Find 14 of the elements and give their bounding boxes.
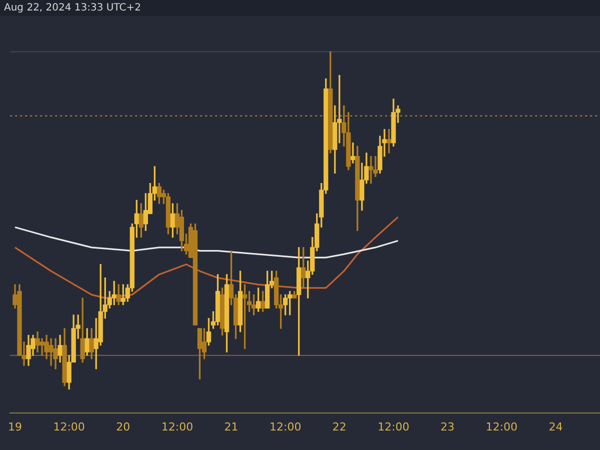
candlestick [386, 129, 392, 154]
x-tick-label: 12:00 [161, 420, 194, 434]
candlestick [350, 142, 356, 164]
x-tick-label: 19 [8, 420, 22, 434]
x-tick-label: 24 [548, 420, 563, 434]
x-tick-label: 20 [116, 420, 130, 434]
x-tick-label: 22 [332, 420, 346, 434]
text: Aug 22, 2024 13:33 UTC+2 [4, 2, 141, 14]
x-tick-label: 12:00 [269, 420, 302, 434]
x-tick-label: 23 [440, 420, 455, 434]
x-tick-label: 12:00 [53, 420, 85, 434]
x-tick-label: 12:00 [486, 420, 518, 434]
x-tick-label: 21 [224, 420, 238, 434]
x-tick-label: 12:00 [378, 420, 410, 434]
